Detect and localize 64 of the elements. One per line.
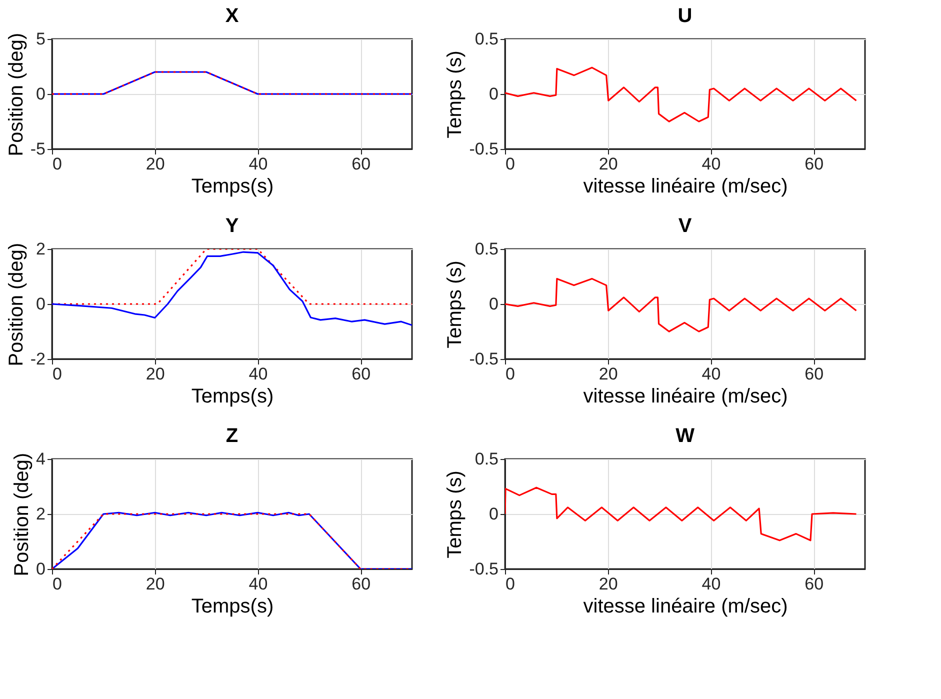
y-tick-label: 0 <box>489 84 498 104</box>
y-tick-label: 4 <box>36 450 46 468</box>
line-series <box>505 278 858 332</box>
y-tick-label: -5 <box>30 140 46 158</box>
y-axis-title: Position (deg) <box>5 32 28 156</box>
x-axis-title: Temps(s) <box>191 176 274 198</box>
x-tick-label: 0 <box>52 364 62 384</box>
y-axis-title: Position (deg) <box>11 452 34 576</box>
x-axis-title: Temps(s) <box>191 596 274 618</box>
x-tick-label: 60 <box>352 364 371 384</box>
x-tick-label: 40 <box>248 574 268 594</box>
chart-title: V <box>678 215 692 237</box>
x-tick-label: 40 <box>702 574 721 594</box>
y-tick-label: 0 <box>36 560 46 578</box>
y-tick-label: 0 <box>36 84 46 104</box>
y-tick-label: 0 <box>489 504 498 524</box>
y-tick-label: -0.5 <box>469 560 498 578</box>
x-tick-label: 0 <box>52 154 62 174</box>
y-tick-label: -0.5 <box>469 140 498 158</box>
x-tick-label: 0 <box>52 574 62 594</box>
y-axis-title: Temps (s) <box>444 470 466 558</box>
y-tick-label: 0.5 <box>474 450 498 468</box>
x-tick-label: 20 <box>598 154 618 174</box>
y-tick-label: -2 <box>30 350 46 368</box>
line-series <box>505 486 858 542</box>
x-tick-label: 20 <box>146 364 165 384</box>
chart-title: Y <box>225 215 240 237</box>
x-tick-label: 60 <box>352 154 371 174</box>
y-tick-label: -0.5 <box>469 350 498 368</box>
x-tick-label: 20 <box>146 574 165 594</box>
y-axis-title: Temps (s) <box>444 50 466 138</box>
y-tick-label: 0 <box>489 294 498 314</box>
x-tick-label: 0 <box>506 154 515 174</box>
x-tick-label: 40 <box>248 154 268 174</box>
x-tick-label: 0 <box>506 364 515 384</box>
x-tick-label: 60 <box>352 574 371 594</box>
x-axis-title: Temps(s) <box>191 386 274 408</box>
x-tick-label: 60 <box>804 574 824 594</box>
y-tick-label: 2 <box>36 240 46 258</box>
x-axis-title: vitesse linéaire (m/sec) <box>583 176 788 198</box>
x-tick-label: 20 <box>598 364 618 384</box>
chart-title: Z <box>226 425 238 447</box>
y-tick-label: 0.5 <box>474 30 498 48</box>
x-tick-label: 20 <box>598 574 618 594</box>
y-tick-label: 0.5 <box>474 240 498 258</box>
x-tick-label: 40 <box>702 364 721 384</box>
chart-title: U <box>678 5 692 27</box>
x-axis-title: vitesse linéaire (m/sec) <box>583 596 788 618</box>
y-tick-label: 0 <box>36 294 46 314</box>
chart-title: X <box>225 5 240 27</box>
x-axis-title: vitesse linéaire (m/sec) <box>583 386 788 408</box>
x-tick-label: 40 <box>702 154 721 174</box>
y-axis-title: Temps (s) <box>444 260 466 348</box>
x-tick-label: 40 <box>248 364 268 384</box>
x-tick-label: 60 <box>804 364 824 384</box>
x-tick-label: 60 <box>804 154 824 174</box>
line-series <box>52 251 412 326</box>
y-tick-label: 5 <box>36 30 46 48</box>
chart-title: W <box>676 425 695 447</box>
x-tick-label: 0 <box>506 574 515 594</box>
x-tick-label: 20 <box>146 154 165 174</box>
y-tick-label: 2 <box>36 504 46 524</box>
line-series <box>505 66 858 122</box>
y-axis-title: Position (deg) <box>5 242 28 366</box>
